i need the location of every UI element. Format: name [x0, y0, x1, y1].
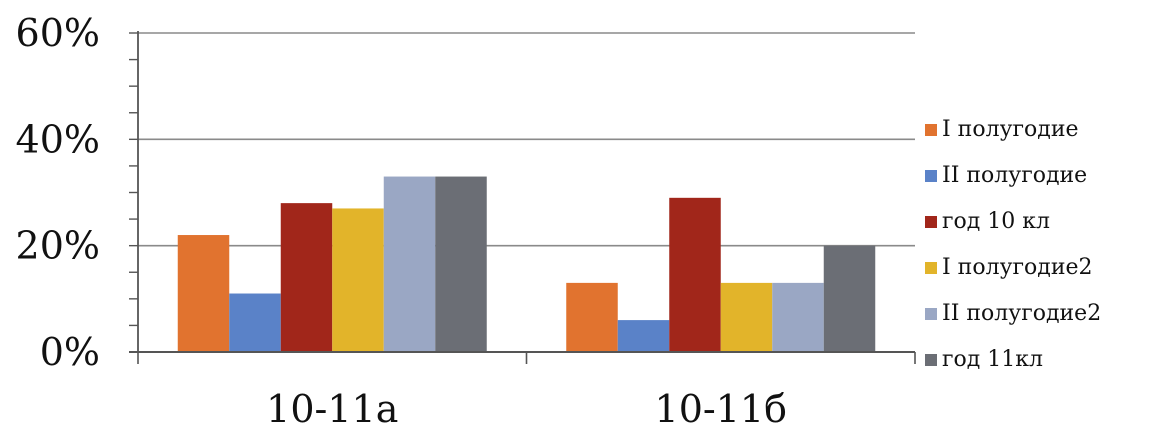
y-tick-label: 0% — [40, 330, 100, 374]
bars-layer — [177, 176, 876, 352]
legend-swatch — [925, 216, 937, 228]
legend-swatch — [925, 354, 937, 366]
legend-swatch — [925, 170, 937, 182]
legend: I полугодие II полугодие год 10 кл I полуго… — [925, 117, 1101, 372]
bar — [720, 282, 773, 352]
bar — [280, 203, 333, 352]
x-tick-label: 10-11б — [655, 387, 787, 430]
legend-label: I полугодие2 — [942, 255, 1093, 280]
bar — [772, 282, 824, 352]
grid-lines — [138, 32, 915, 247]
legend-label: год 11кл — [942, 347, 1043, 372]
bar — [332, 208, 384, 352]
bar — [566, 282, 618, 352]
y-tick-labels: 0% 20% 40% 60% — [16, 11, 100, 374]
axes — [129, 31, 916, 364]
y-tick-label: 20% — [16, 224, 100, 268]
y-tick-label: 60% — [16, 11, 100, 55]
bar — [617, 320, 670, 352]
x-tick-labels: 10-11а 10-11б — [266, 387, 787, 430]
x-tick-label: 10-11а — [266, 387, 398, 430]
legend-label: I полугодие — [942, 117, 1079, 142]
legend-swatch — [925, 262, 937, 274]
bar — [229, 293, 281, 352]
legend-label: II полугодие2 — [942, 301, 1101, 326]
bar — [383, 176, 436, 352]
legend-label: год 10 кл — [942, 209, 1050, 234]
bar — [823, 245, 876, 352]
bar — [435, 176, 487, 352]
bar — [669, 197, 721, 352]
y-tick-label: 40% — [16, 117, 100, 161]
legend-swatch — [925, 124, 937, 136]
legend-swatch — [925, 308, 937, 320]
legend-label: II полугодие — [942, 163, 1087, 188]
bar — [177, 235, 230, 352]
